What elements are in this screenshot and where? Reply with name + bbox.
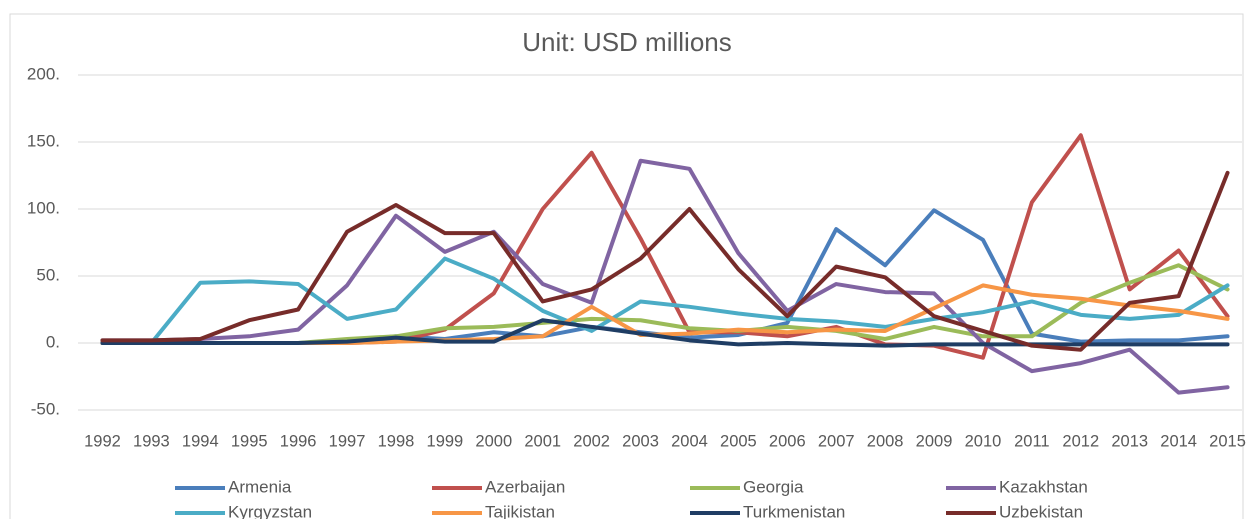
x-tick-label: 2003 <box>622 432 659 450</box>
y-tick-label: 200. <box>27 64 60 83</box>
series-line <box>100 256 1230 345</box>
legend-label: Kyrgyzstan <box>228 502 312 519</box>
x-tick-label: 2005 <box>720 432 757 450</box>
y-tick-label: -50. <box>31 399 60 418</box>
x-tick-label: 2001 <box>524 432 561 450</box>
legend-label: Kazakhstan <box>999 477 1088 496</box>
x-tick-label: 2004 <box>671 432 708 450</box>
legend-label: Tajikistan <box>485 502 555 519</box>
x-tick-label: 2015 <box>1209 432 1246 450</box>
x-tick-label: 1993 <box>133 432 170 450</box>
series-line <box>100 318 1230 348</box>
x-tick-label: 2006 <box>769 432 806 450</box>
x-tick-label: 1997 <box>329 432 366 450</box>
x-tick-label: 2012 <box>1062 432 1099 450</box>
x-tick-label: 1999 <box>427 432 464 450</box>
y-tick-label: 0. <box>46 332 60 351</box>
legend-label: Turkmenistan <box>743 502 845 519</box>
x-tick-label: 1995 <box>231 432 268 450</box>
x-tick-label: 1996 <box>280 432 317 450</box>
y-tick-label: 150. <box>27 131 60 150</box>
x-tick-label: 2010 <box>965 432 1002 450</box>
x-tick-label: 2014 <box>1160 432 1197 450</box>
legend-label: Armenia <box>228 477 292 496</box>
series-line <box>100 158 1230 395</box>
x-tick-label: 2000 <box>475 432 512 450</box>
x-tick-label: 2013 <box>1111 432 1148 450</box>
x-tick-label: 2011 <box>1014 432 1049 450</box>
legend-label: Azerbaijan <box>485 477 565 496</box>
legend-label: Georgia <box>743 477 804 496</box>
x-tick-label: 2007 <box>818 432 855 450</box>
x-tick-label: 1992 <box>84 432 121 450</box>
x-tick-label: 2009 <box>916 432 953 450</box>
series-line <box>100 170 1230 352</box>
x-tick-label: 1994 <box>182 432 219 450</box>
y-tick-label: 50. <box>36 265 60 284</box>
legend-label: Uzbekistan <box>999 502 1083 519</box>
x-tick-label: 1998 <box>378 432 415 450</box>
x-tick-label: 2008 <box>867 432 904 450</box>
x-tick-label: 2002 <box>573 432 610 450</box>
y-tick-label: 100. <box>27 198 60 217</box>
chart-border <box>9 13 1244 524</box>
chart-title: Unit: USD millions <box>522 27 732 57</box>
